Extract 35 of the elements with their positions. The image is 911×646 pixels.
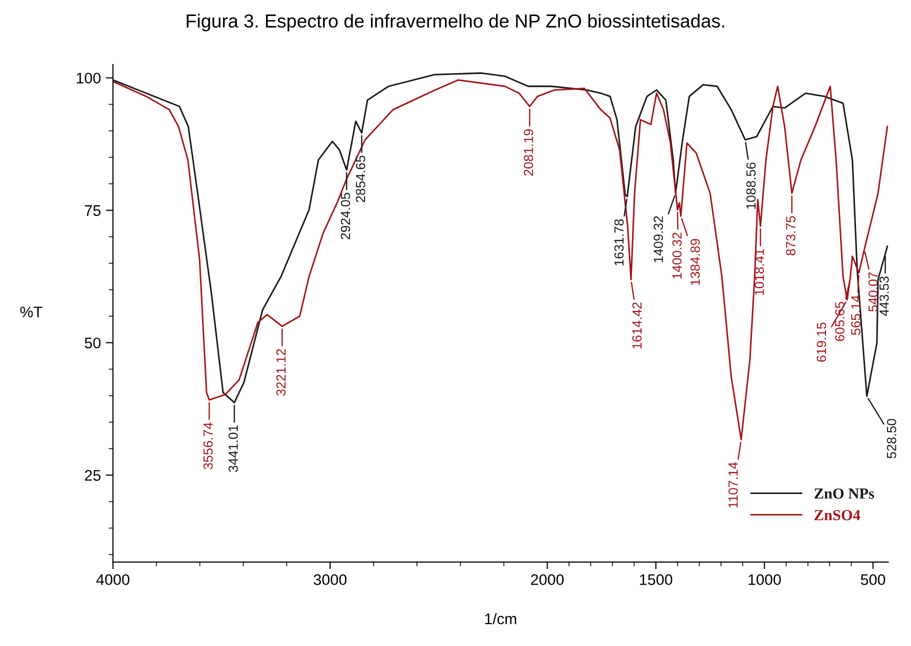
annotation: 3221.12 [276,349,286,396]
annotation: 605.65 [835,302,844,342]
annotation: 3556.74 [203,422,213,470]
annotation: 1409.32 [654,216,664,262]
annotation: 2081.19 [524,129,534,176]
annotation: 540.07 [868,272,878,312]
legend-label: ZnO NPs [814,488,874,499]
x-axis-title: 1/cm [485,613,516,624]
y-tick-label: 50 [84,338,101,348]
annotation: 873.75 [786,216,796,256]
x-tick-label: 2000 [531,574,564,586]
chart-title: Figura 3. Espectro de infravermelho de NP ZnO biossintetisadas. [186,14,724,32]
x-tick-label: 500 [860,574,886,586]
annotation: 2854.65 [356,156,366,202]
y-tick-label: 75 [84,205,101,216]
annotation: 3441.01 [228,425,238,472]
x-tick-label: 1500 [640,574,672,586]
y-tick-label: 100 [76,72,101,84]
annotation: 1107.14 [728,462,738,508]
x-tick-label: 3000 [314,574,347,586]
annotation: 2924.05 [340,192,350,240]
y-axis-title: %T [20,306,42,318]
annotation: 1400.32 [672,232,682,279]
annotation: 619.15 [816,322,826,362]
annotation: 528.50 [886,418,896,458]
annotation: 1631.78 [614,219,624,266]
y-tick-label: 25 [84,470,101,481]
annotation: 1614.42 [632,302,642,349]
annotation: 565.14 [851,295,860,335]
legend-label: ZnSO4 [814,510,860,520]
x-tick-label: 1000 [748,574,781,586]
annotation: 1384.89 [690,238,700,286]
annotation: 1088.56 [746,162,756,209]
x-tick-label: 4000 [96,574,130,586]
annotation: 443.53 [879,276,889,316]
